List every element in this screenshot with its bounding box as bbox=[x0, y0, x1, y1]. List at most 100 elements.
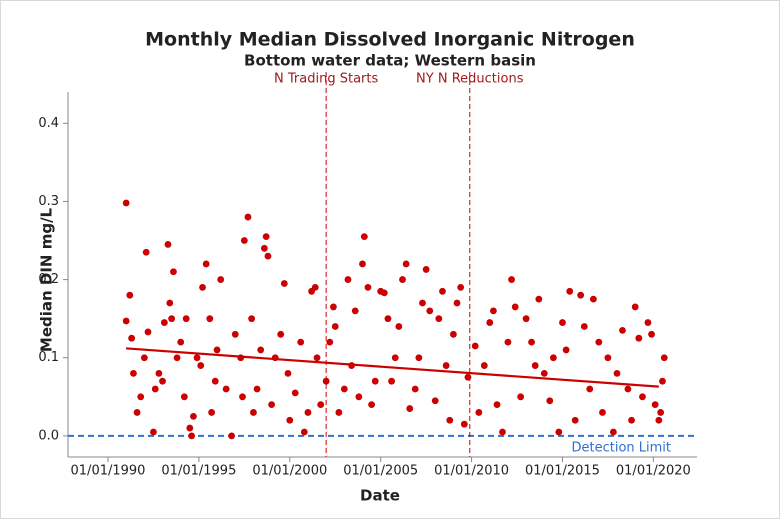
point bbox=[624, 385, 632, 393]
point bbox=[449, 330, 457, 338]
detection-label: Detection Limit bbox=[571, 440, 671, 455]
point bbox=[262, 233, 270, 240]
point bbox=[406, 405, 414, 412]
x-tick-label: 01/01/1995 bbox=[161, 464, 236, 479]
point bbox=[486, 319, 494, 326]
point bbox=[297, 338, 305, 346]
point bbox=[360, 233, 368, 240]
point bbox=[322, 377, 330, 385]
point bbox=[368, 401, 375, 409]
point bbox=[648, 330, 655, 338]
point bbox=[613, 369, 621, 377]
point bbox=[186, 424, 194, 432]
point bbox=[122, 317, 130, 325]
point bbox=[657, 409, 665, 416]
point bbox=[140, 354, 148, 362]
point bbox=[311, 283, 319, 291]
point bbox=[160, 319, 168, 326]
point bbox=[228, 432, 236, 440]
x-tick-label: 01/01/2005 bbox=[343, 464, 418, 479]
point bbox=[240, 237, 248, 244]
x-tick-label: 01/01/1990 bbox=[71, 464, 146, 479]
point bbox=[250, 409, 257, 416]
point bbox=[493, 401, 501, 409]
point bbox=[562, 346, 570, 354]
point bbox=[609, 428, 617, 436]
point bbox=[335, 409, 343, 416]
point bbox=[426, 307, 434, 315]
point bbox=[173, 354, 181, 362]
point bbox=[571, 416, 579, 424]
point bbox=[439, 287, 446, 295]
point bbox=[155, 369, 163, 377]
point bbox=[277, 330, 285, 338]
point bbox=[260, 244, 268, 252]
x-tick-label: 01/01/2010 bbox=[434, 464, 509, 479]
point bbox=[166, 299, 174, 307]
point bbox=[168, 315, 176, 323]
point bbox=[128, 334, 136, 342]
point bbox=[480, 362, 488, 369]
point bbox=[222, 385, 230, 393]
point bbox=[142, 248, 150, 256]
y-tick-label: 0.0 bbox=[38, 428, 59, 443]
point bbox=[517, 393, 525, 401]
point bbox=[660, 354, 668, 362]
point bbox=[144, 328, 152, 336]
point bbox=[284, 369, 292, 377]
point bbox=[555, 428, 563, 436]
point bbox=[197, 362, 205, 369]
point bbox=[540, 369, 548, 377]
point bbox=[211, 377, 219, 385]
x-tick-label: 01/01/2015 bbox=[525, 464, 600, 479]
point bbox=[317, 401, 325, 409]
reference-label: N Trading Starts bbox=[274, 72, 378, 87]
point bbox=[604, 354, 612, 362]
point bbox=[133, 409, 141, 416]
y-tick-label: 0.1 bbox=[38, 350, 59, 365]
point bbox=[264, 252, 272, 260]
point bbox=[268, 401, 276, 409]
point bbox=[415, 354, 423, 362]
y-tick-label: 0.4 bbox=[38, 116, 59, 131]
point bbox=[402, 260, 410, 268]
point bbox=[193, 354, 201, 362]
point bbox=[475, 409, 483, 416]
point bbox=[422, 266, 430, 273]
point bbox=[244, 213, 252, 221]
point bbox=[580, 323, 588, 330]
point bbox=[384, 315, 392, 323]
point bbox=[170, 268, 177, 276]
point bbox=[202, 260, 210, 268]
point bbox=[150, 428, 157, 436]
point bbox=[304, 409, 312, 416]
point bbox=[435, 315, 443, 323]
y-axis-label: Median DIN mg/L bbox=[38, 207, 56, 352]
point bbox=[522, 315, 530, 323]
point bbox=[286, 416, 294, 424]
x-tick-label: 01/01/2000 bbox=[252, 464, 327, 479]
point bbox=[457, 283, 465, 291]
point bbox=[460, 420, 468, 428]
chart-title: Monthly Median Dissolved Inorganic Nitro… bbox=[145, 29, 635, 51]
point bbox=[239, 393, 246, 401]
point bbox=[586, 385, 594, 393]
point bbox=[431, 397, 439, 405]
x-axis-label: Date bbox=[360, 487, 400, 505]
point bbox=[137, 393, 145, 401]
point bbox=[546, 397, 554, 405]
point bbox=[151, 385, 159, 393]
x-tick-label: 01/01/2020 bbox=[616, 464, 691, 479]
point bbox=[217, 276, 225, 283]
point bbox=[257, 346, 265, 354]
point bbox=[395, 323, 403, 330]
trend-line bbox=[126, 347, 659, 388]
point bbox=[126, 291, 134, 299]
point bbox=[655, 416, 663, 424]
point bbox=[188, 432, 196, 440]
point bbox=[549, 354, 557, 362]
point bbox=[399, 276, 406, 283]
point bbox=[595, 338, 603, 346]
